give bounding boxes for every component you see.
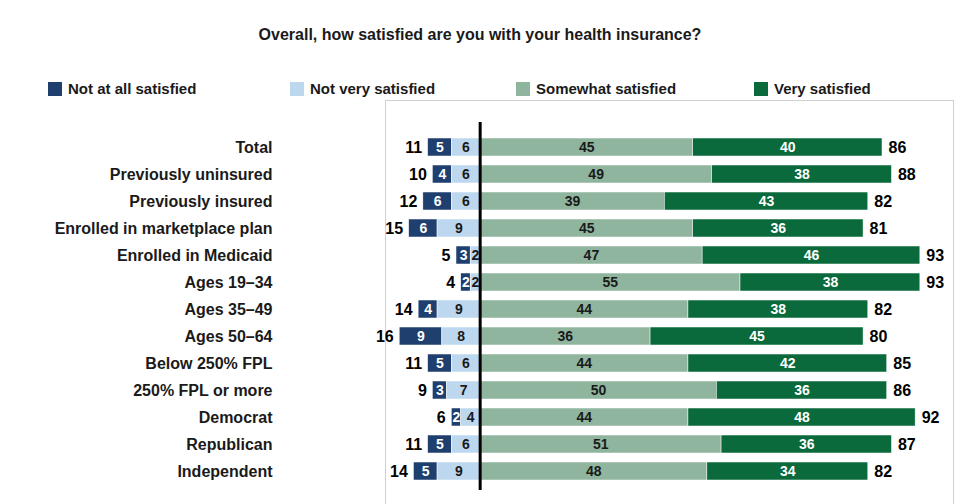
svg-text:36: 36	[799, 436, 815, 452]
svg-text:8: 8	[457, 328, 465, 344]
svg-text:Below 250% FPL: Below 250% FPL	[145, 355, 272, 372]
svg-text:82: 82	[874, 301, 892, 318]
svg-text:10: 10	[409, 166, 427, 183]
svg-text:44: 44	[577, 355, 593, 371]
html-text:Overall, how satisfied are you: Overall, how satisfied are you with your…	[258, 26, 702, 43]
svg-text:38: 38	[823, 274, 839, 290]
html-text:Not very satisfied: Not very satisfied	[310, 80, 435, 97]
svg-text:16: 16	[376, 328, 394, 345]
svg-text:Enrolled in Medicaid: Enrolled in Medicaid	[117, 247, 273, 264]
svg-text:34: 34	[780, 463, 796, 479]
svg-text:36: 36	[794, 382, 810, 398]
svg-text:85: 85	[893, 355, 911, 372]
svg-text:5: 5	[422, 463, 430, 479]
svg-text:Ages 19–34: Ages 19–34	[184, 274, 272, 291]
svg-text:3: 3	[460, 247, 468, 263]
svg-text:55: 55	[603, 274, 619, 290]
svg-text:2: 2	[453, 409, 461, 425]
svg-text:9: 9	[418, 382, 427, 399]
svg-text:11: 11	[405, 139, 422, 156]
svg-text:6: 6	[434, 193, 442, 209]
svg-text:45: 45	[579, 220, 595, 236]
svg-text:39: 39	[565, 193, 581, 209]
svg-text:46: 46	[804, 247, 820, 263]
svg-text:86: 86	[893, 382, 911, 399]
svg-text:4: 4	[438, 166, 446, 182]
svg-text:2: 2	[462, 274, 470, 290]
html-text:Not at all satisfied: Not at all satisfied	[68, 80, 197, 97]
svg-text:40: 40	[780, 139, 796, 155]
svg-text:11: 11	[405, 355, 422, 372]
svg-text:49: 49	[588, 166, 604, 182]
svg-text:38: 38	[771, 301, 787, 317]
svg-text:44: 44	[577, 301, 593, 317]
svg-text:Democrat: Democrat	[199, 409, 273, 426]
svg-text:87: 87	[898, 436, 916, 453]
svg-text:92: 92	[922, 409, 940, 426]
svg-text:81: 81	[870, 220, 888, 237]
svg-text:9: 9	[455, 463, 463, 479]
svg-text:5: 5	[436, 139, 444, 155]
svg-text:7: 7	[460, 382, 468, 398]
svg-text:250% FPL or more: 250% FPL or more	[133, 382, 272, 399]
svg-text:5: 5	[436, 355, 444, 371]
html-text:Somewhat satisfied: Somewhat satisfied	[536, 80, 676, 97]
svg-text:51: 51	[593, 436, 609, 452]
svg-text:Ages 35–49: Ages 35–49	[184, 301, 272, 318]
svg-text:45: 45	[579, 139, 595, 155]
svg-text:44: 44	[577, 409, 593, 425]
svg-text:Previously uninsured: Previously uninsured	[110, 166, 273, 183]
svg-text:36: 36	[771, 220, 787, 236]
svg-text:Ages 50–64: Ages 50–64	[184, 328, 272, 345]
svg-text:4: 4	[467, 409, 475, 425]
svg-text:Total: Total	[235, 139, 272, 156]
svg-text:6: 6	[462, 436, 470, 452]
svg-text:11: 11	[405, 436, 422, 453]
svg-text:80: 80	[870, 328, 888, 345]
svg-text:2: 2	[472, 247, 480, 263]
svg-text:48: 48	[586, 463, 602, 479]
svg-text:3: 3	[436, 382, 444, 398]
svg-text:2: 2	[472, 274, 480, 290]
svg-text:47: 47	[584, 247, 600, 263]
svg-text:6: 6	[462, 355, 470, 371]
svg-text:88: 88	[898, 166, 916, 183]
html-text:Very satisfied: Very satisfied	[774, 80, 871, 97]
svg-text:93: 93	[926, 274, 944, 291]
svg-text:36: 36	[558, 328, 574, 344]
svg-text:48: 48	[794, 409, 810, 425]
svg-text:Enrolled in marketplace plan: Enrolled in marketplace plan	[55, 220, 273, 237]
svg-text:Previously insured: Previously insured	[129, 193, 272, 210]
svg-text:Republican: Republican	[186, 436, 272, 453]
svg-text:82: 82	[874, 193, 892, 210]
svg-text:12: 12	[400, 193, 418, 210]
svg-text:82: 82	[874, 463, 892, 480]
svg-text:42: 42	[780, 355, 796, 371]
svg-text:9: 9	[455, 220, 463, 236]
svg-text:6: 6	[419, 220, 427, 236]
svg-text:45: 45	[749, 328, 765, 344]
svg-text:Independent: Independent	[177, 463, 273, 480]
svg-text:15: 15	[385, 220, 403, 237]
svg-text:14: 14	[390, 463, 408, 480]
svg-text:38: 38	[794, 166, 810, 182]
svg-text:4: 4	[446, 274, 455, 291]
svg-text:4: 4	[424, 301, 432, 317]
svg-text:6: 6	[437, 409, 446, 426]
svg-text:5: 5	[436, 436, 444, 452]
svg-text:5: 5	[442, 247, 451, 264]
svg-text:6: 6	[462, 166, 470, 182]
svg-text:50: 50	[591, 382, 607, 398]
svg-text:86: 86	[889, 139, 907, 156]
svg-text:6: 6	[462, 193, 470, 209]
svg-text:9: 9	[417, 328, 425, 344]
svg-text:43: 43	[759, 193, 775, 209]
svg-text:14: 14	[395, 301, 413, 318]
svg-text:9: 9	[455, 301, 463, 317]
svg-text:93: 93	[926, 247, 944, 264]
svg-text:6: 6	[462, 139, 470, 155]
